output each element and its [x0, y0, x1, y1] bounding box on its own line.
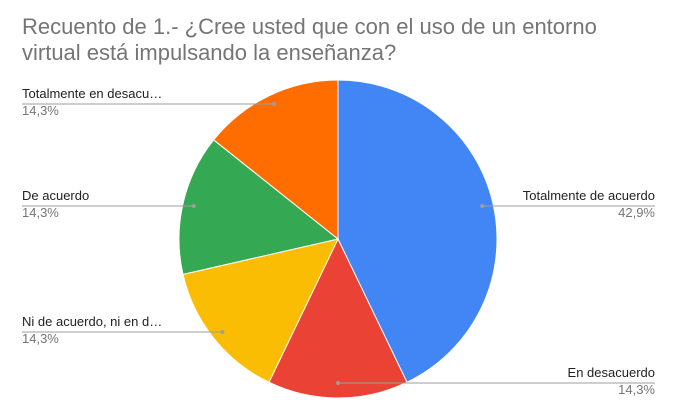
pie-slice-3[interactable] [178, 139, 340, 275]
leader-dot-1 [336, 381, 340, 385]
slice-percent-3: 14,3% [22, 205, 59, 220]
chart-title-line-2: virtual está impulsando la enseñanza? [22, 40, 397, 65]
leader-dot-2 [220, 330, 225, 334]
leader-dot-0 [480, 204, 485, 208]
slice-label-2: Ni de acuerdo, ni en d… [22, 314, 162, 329]
slice-label-4: Totalmente en desacu… [22, 86, 162, 101]
chart-title: Recuento de 1.- ¿Cree usted que con el u… [22, 14, 662, 66]
slice-label-3: De acuerdo [22, 188, 89, 203]
slice-label-0: Totalmente de acuerdo [523, 188, 655, 203]
leader-dot-4 [271, 102, 276, 106]
slice-percent-4: 14,3% [22, 103, 59, 118]
slice-label-1: En desacuerdo [568, 365, 655, 380]
chart-title-line-1: Recuento de 1.- ¿Cree usted que con el u… [22, 14, 597, 39]
slice-percent-0: 42,9% [618, 205, 655, 220]
pie-slice-1[interactable] [268, 237, 408, 399]
leader-dot-3 [191, 204, 196, 208]
slice-percent-2: 14,3% [22, 331, 59, 346]
pie-slice-4[interactable] [212, 79, 339, 241]
slice-percent-1: 14,3% [618, 382, 655, 397]
pie-slice-2[interactable] [182, 238, 339, 383]
pie-slice-0[interactable] [337, 79, 498, 383]
